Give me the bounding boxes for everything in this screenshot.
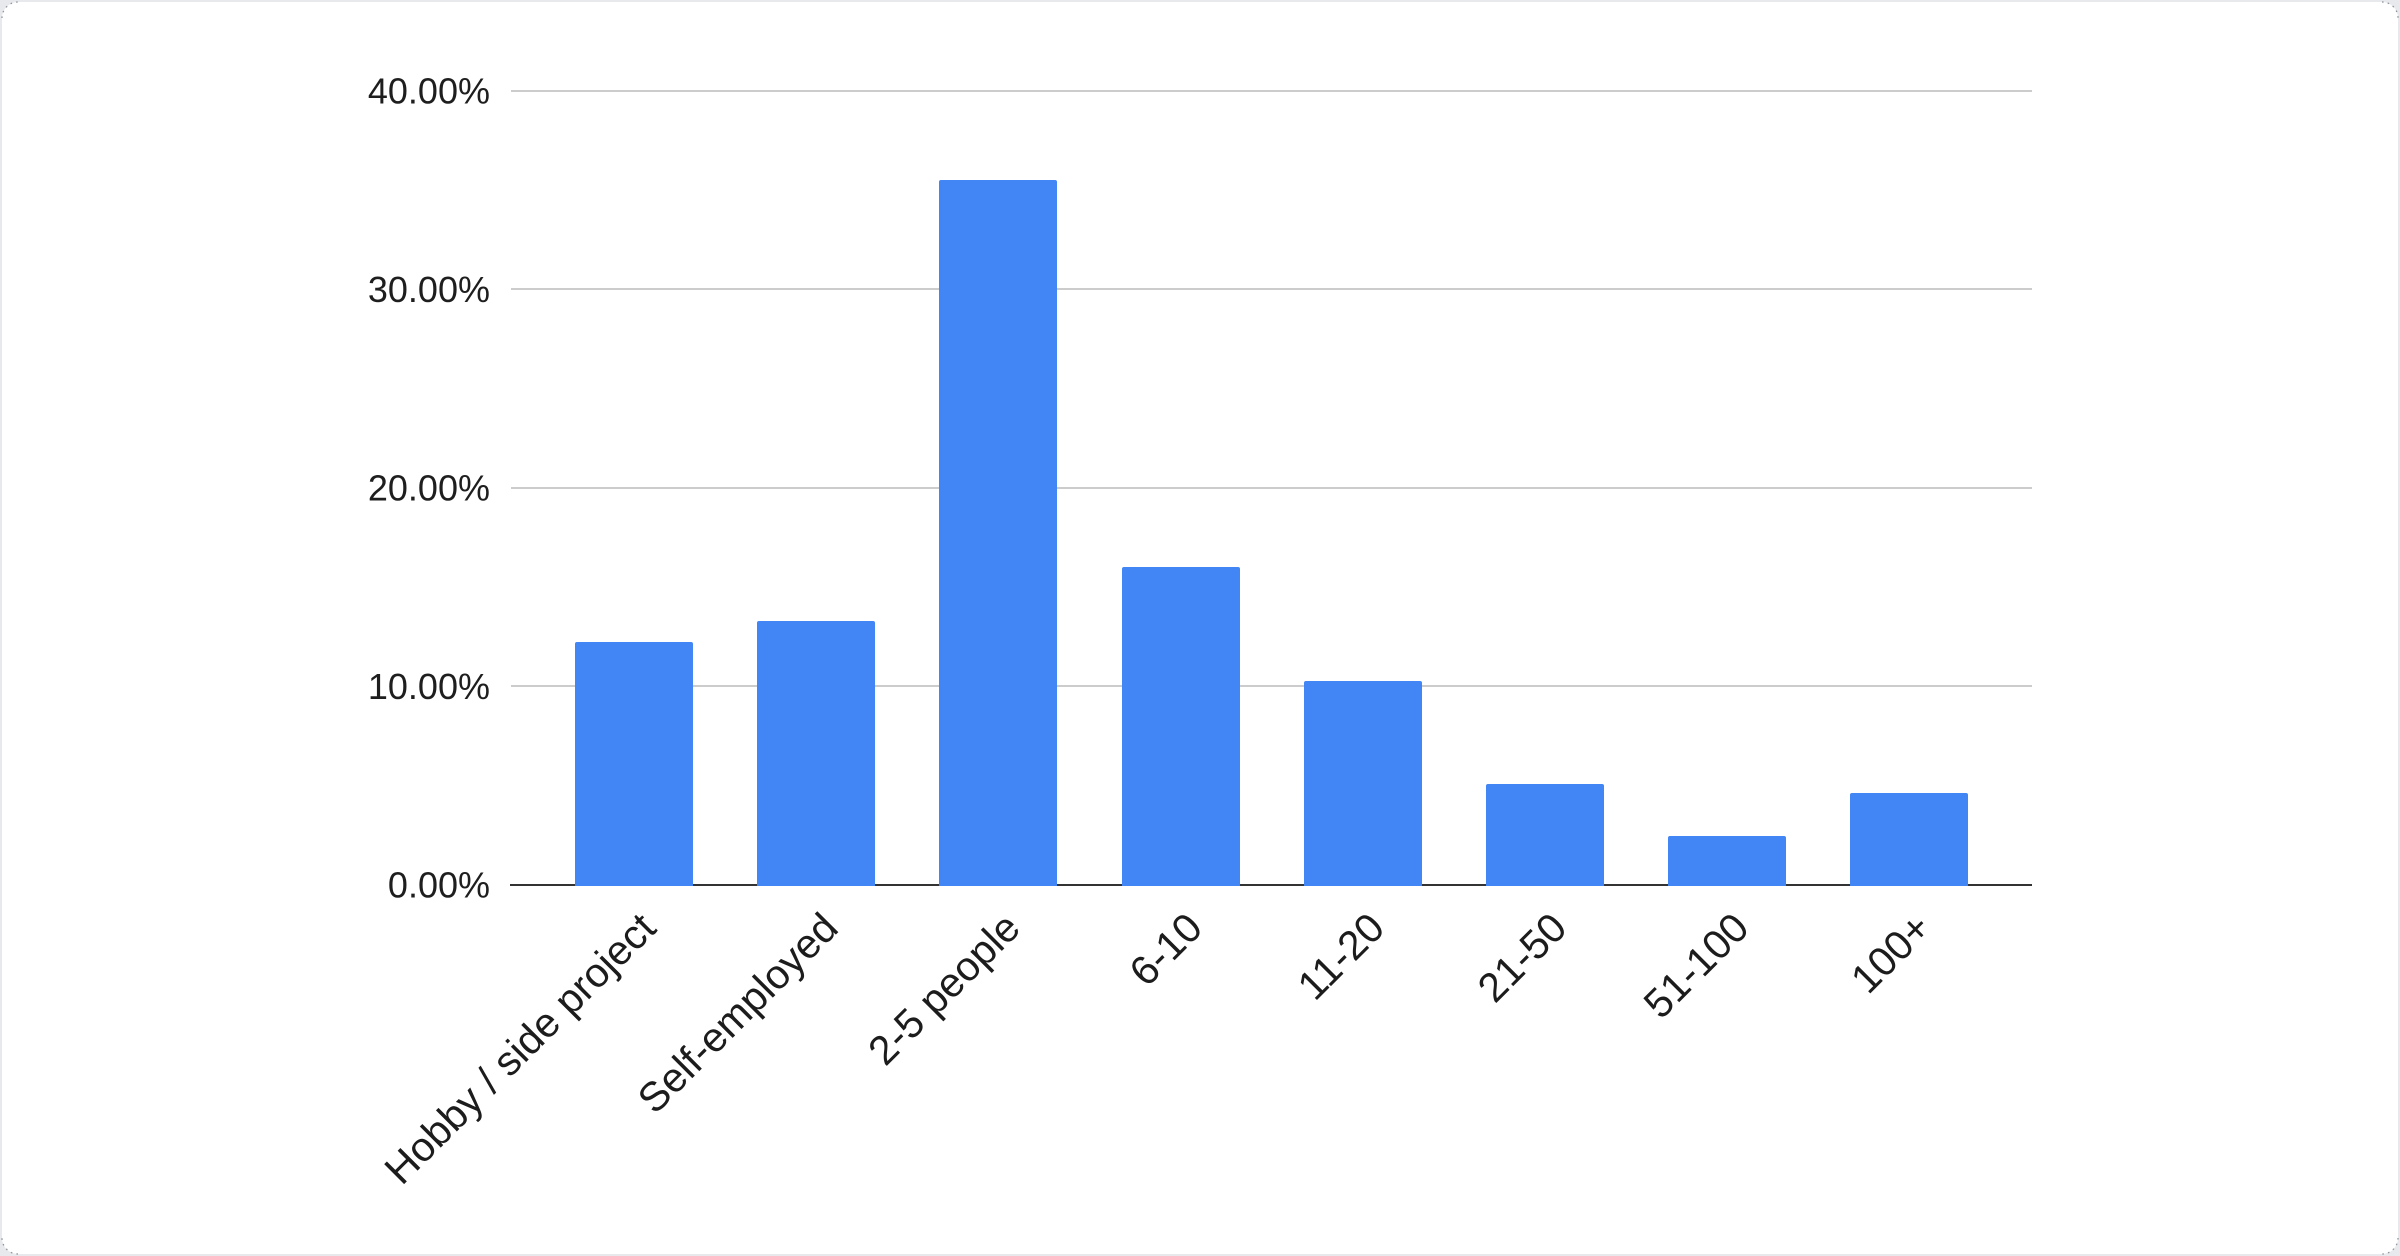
- svg-text:30.00%: 30.00%: [368, 269, 490, 310]
- svg-text:Hobby / side project: Hobby / side project: [376, 904, 665, 1193]
- svg-text:6-10: 6-10: [1120, 904, 1211, 995]
- svg-text:0.00%: 0.00%: [388, 865, 490, 906]
- svg-text:11-20: 11-20: [1289, 904, 1394, 1009]
- svg-text:10.00%: 10.00%: [368, 666, 490, 707]
- svg-text:2-5 people: 2-5 people: [859, 904, 1029, 1074]
- svg-text:40.00%: 40.00%: [368, 71, 490, 112]
- svg-text:21-50: 21-50: [1469, 904, 1576, 1011]
- svg-text:20.00%: 20.00%: [368, 468, 490, 509]
- svg-text:51-100: 51-100: [1635, 904, 1758, 1027]
- svg-text:100+: 100+: [1842, 904, 1940, 1002]
